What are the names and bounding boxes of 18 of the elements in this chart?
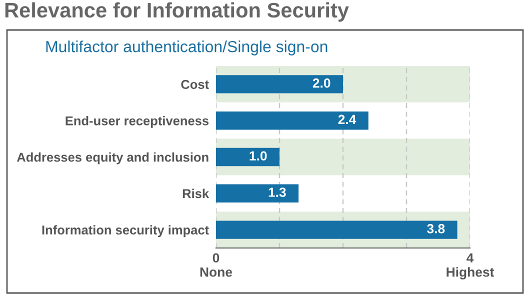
x-tick-label: 4 Highest [446, 253, 494, 280]
data-label: 2.4 [338, 114, 356, 124]
data-label: 2.0 [312, 78, 330, 88]
chart-subtitle: Multifactor authentication/Single sign-on [46, 40, 328, 56]
y-tick-label: Cost [181, 80, 209, 89]
data-label: 3.8 [427, 224, 445, 234]
y-tick-label: Addresses equity and inclusion [16, 152, 208, 164]
chart-title: Relevance for Information Security [5, 2, 349, 22]
bar [216, 184, 299, 202]
data-label: 1.0 [250, 151, 267, 161]
bar [216, 148, 280, 166]
bar [216, 75, 343, 94]
y-tick-label: Information security impact [42, 225, 209, 238]
bar [216, 112, 368, 130]
y-tick-label: Risk [182, 188, 210, 198]
data-label: 1.3 [268, 188, 286, 197]
x-tick-label: 0 None [200, 253, 232, 277]
y-tick-label: End-user receptiveness [66, 116, 209, 128]
